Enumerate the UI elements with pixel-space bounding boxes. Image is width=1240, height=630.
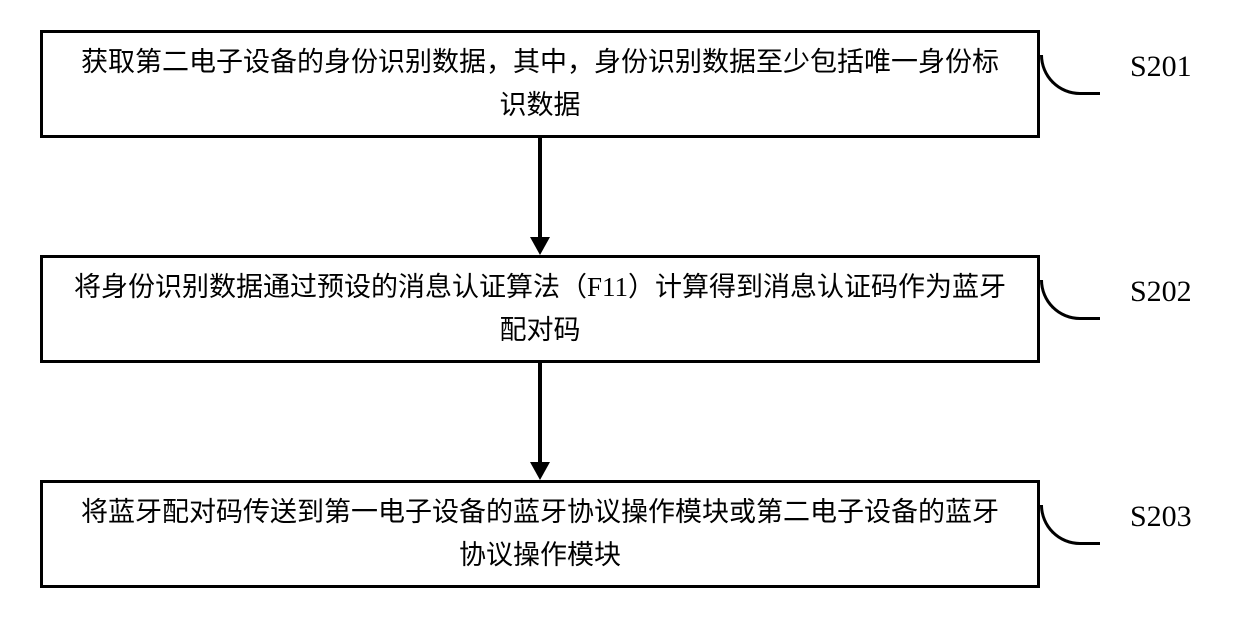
flow-step-text: 将身份识别数据通过预设的消息认证算法（F11）计算得到消息认证码作为蓝牙配对码 xyxy=(73,266,1007,352)
arrow-line xyxy=(538,138,542,238)
label-connector xyxy=(1040,280,1100,320)
label-connector xyxy=(1040,505,1100,545)
step-label-s201: S201 xyxy=(1130,50,1192,84)
step-label-s202: S202 xyxy=(1130,275,1192,309)
label-connector xyxy=(1040,55,1100,95)
arrow-head-icon xyxy=(530,237,550,255)
flow-step-s202: 将身份识别数据通过预设的消息认证算法（F11）计算得到消息认证码作为蓝牙配对码 xyxy=(40,255,1040,363)
flow-step-s203: 将蓝牙配对码传送到第一电子设备的蓝牙协议操作模块或第二电子设备的蓝牙协议操作模块 xyxy=(40,480,1040,588)
arrow-head-icon xyxy=(530,462,550,480)
step-label-s203: S203 xyxy=(1130,500,1192,534)
flow-step-text: 获取第二电子设备的身份识别数据，其中，身份识别数据至少包括唯一身份标识数据 xyxy=(73,41,1007,127)
flow-step-s201: 获取第二电子设备的身份识别数据，其中，身份识别数据至少包括唯一身份标识数据 xyxy=(40,30,1040,138)
flow-step-text: 将蓝牙配对码传送到第一电子设备的蓝牙协议操作模块或第二电子设备的蓝牙协议操作模块 xyxy=(73,491,1007,577)
arrow-line xyxy=(538,363,542,463)
